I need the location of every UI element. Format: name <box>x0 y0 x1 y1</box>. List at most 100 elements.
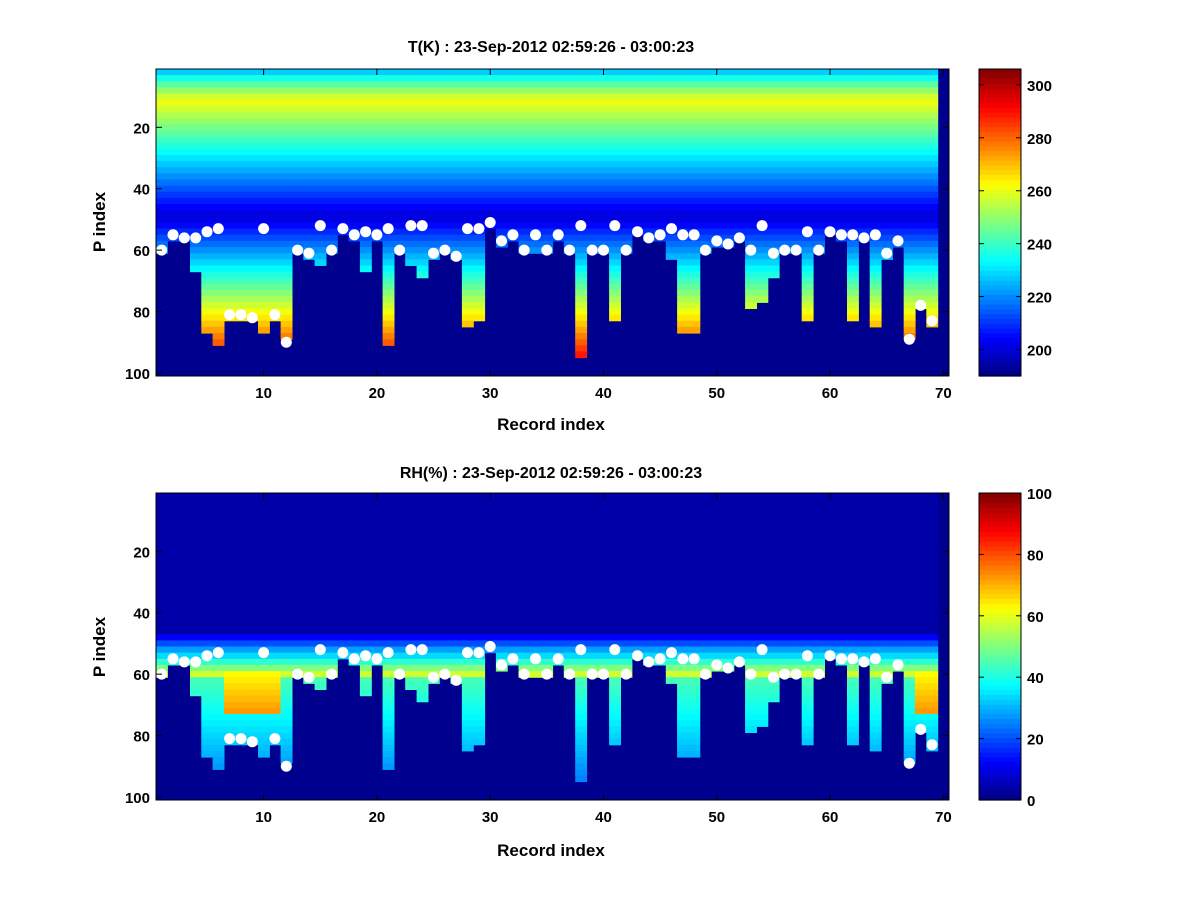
heatmap-cell <box>654 99 667 107</box>
heatmap-cell <box>847 591 859 598</box>
heatmap-cell <box>303 161 316 168</box>
heatmap-cell <box>235 499 248 506</box>
heatmap-cell <box>665 677 678 684</box>
heatmap-cell <box>756 148 769 156</box>
heatmap-cell <box>337 628 350 635</box>
heatmap-cell <box>926 302 939 309</box>
heatmap-cell <box>597 628 610 635</box>
heatmap-cell <box>801 536 814 543</box>
heatmap-column <box>926 69 939 328</box>
heatmap-cell <box>903 566 916 574</box>
heatmap-cell <box>631 118 644 125</box>
heatmap-cell <box>348 216 361 224</box>
heatmap-cell <box>722 93 735 101</box>
heatmap-cell <box>529 597 542 605</box>
heatmap-cell <box>711 148 723 156</box>
heatmap-cell <box>246 511 259 519</box>
heatmap-cell <box>575 763 588 770</box>
heatmap-cell <box>382 75 395 82</box>
heatmap-cell <box>767 529 780 537</box>
heatmap-cell <box>473 720 486 727</box>
heatmap-cell <box>813 142 825 150</box>
colorbar-segment <box>979 232 1021 238</box>
heatmap-cell <box>824 142 837 150</box>
heatmap-cell <box>212 560 225 568</box>
heatmap-cell <box>156 222 168 230</box>
heatmap-cell <box>427 652 440 660</box>
heatmap-cell <box>745 112 757 119</box>
heatmap-cell <box>790 93 803 101</box>
heatmap-column <box>246 493 259 746</box>
heatmap-cell <box>903 308 916 316</box>
heatmap-cell <box>541 210 554 217</box>
heatmap-cell <box>756 69 769 76</box>
heatmap-column <box>359 69 372 273</box>
heatmap-cell <box>348 505 361 512</box>
heatmap-cell <box>847 197 859 205</box>
heatmap-cell <box>643 542 655 549</box>
heatmap-cell <box>677 677 689 684</box>
heatmap-cell <box>393 664 406 672</box>
heatmap-column <box>779 69 791 254</box>
heatmap-cell <box>450 105 463 113</box>
heatmap-cell <box>665 173 678 181</box>
heatmap-cell <box>348 517 361 525</box>
heatmap-cell <box>416 664 429 672</box>
marker-point <box>767 247 779 259</box>
heatmap-cell <box>348 572 361 580</box>
colorbar-segment <box>979 73 1021 80</box>
heatmap-column <box>427 493 440 684</box>
heatmap-cell <box>314 179 327 187</box>
heatmap-cell <box>643 609 655 617</box>
heatmap-column <box>620 69 633 254</box>
heatmap-cell <box>915 216 927 224</box>
heatmap-cell <box>677 511 689 519</box>
heatmap-cell <box>926 572 939 580</box>
heatmap-cell <box>235 204 248 211</box>
heatmap-cell <box>178 609 191 617</box>
colorbar-segment <box>979 121 1021 128</box>
heatmap-cell <box>280 124 293 131</box>
heatmap-cell <box>416 204 429 211</box>
heatmap-cell <box>201 326 214 334</box>
heatmap-cell <box>269 671 282 678</box>
heatmap-cell <box>801 683 814 690</box>
heatmap-cell <box>847 314 859 322</box>
heatmap-cell <box>212 732 225 740</box>
heatmap-cell <box>156 572 168 580</box>
heatmap-cell <box>371 572 384 580</box>
heatmap-cell <box>643 572 655 580</box>
heatmap-cell <box>405 234 418 242</box>
heatmap-cell <box>359 621 372 629</box>
heatmap-cell <box>609 240 621 248</box>
heatmap-cell <box>586 142 599 150</box>
heatmap-column <box>190 69 202 273</box>
heatmap-cell <box>643 136 655 144</box>
heatmap-cell <box>246 560 259 568</box>
heatmap-cell <box>190 228 202 236</box>
heatmap-cell <box>167 87 180 95</box>
heatmap-cell <box>416 148 429 156</box>
heatmap-cell <box>495 572 508 580</box>
heatmap-cell <box>801 591 814 598</box>
heatmap-cell <box>382 548 395 555</box>
heatmap-cell <box>835 216 848 224</box>
heatmap-cell <box>767 566 780 574</box>
heatmap-cell <box>915 652 927 660</box>
heatmap-cell <box>280 228 293 236</box>
heatmap-cell <box>314 652 327 660</box>
heatmap-cell <box>926 265 939 273</box>
heatmap-cell <box>337 210 350 217</box>
heatmap-cell <box>507 185 520 193</box>
heatmap-cell <box>722 191 735 199</box>
heatmap-cell <box>677 259 689 266</box>
heatmap-cell <box>156 554 168 562</box>
colorbar-segment <box>979 294 1021 300</box>
heatmap-cell <box>767 517 780 525</box>
heatmap-cell <box>461 142 474 150</box>
heatmap-cell <box>280 210 293 217</box>
heatmap-cell <box>609 732 621 740</box>
heatmap-cell <box>314 118 327 125</box>
heatmap-cell <box>314 173 327 181</box>
heatmap-cell <box>235 505 248 512</box>
